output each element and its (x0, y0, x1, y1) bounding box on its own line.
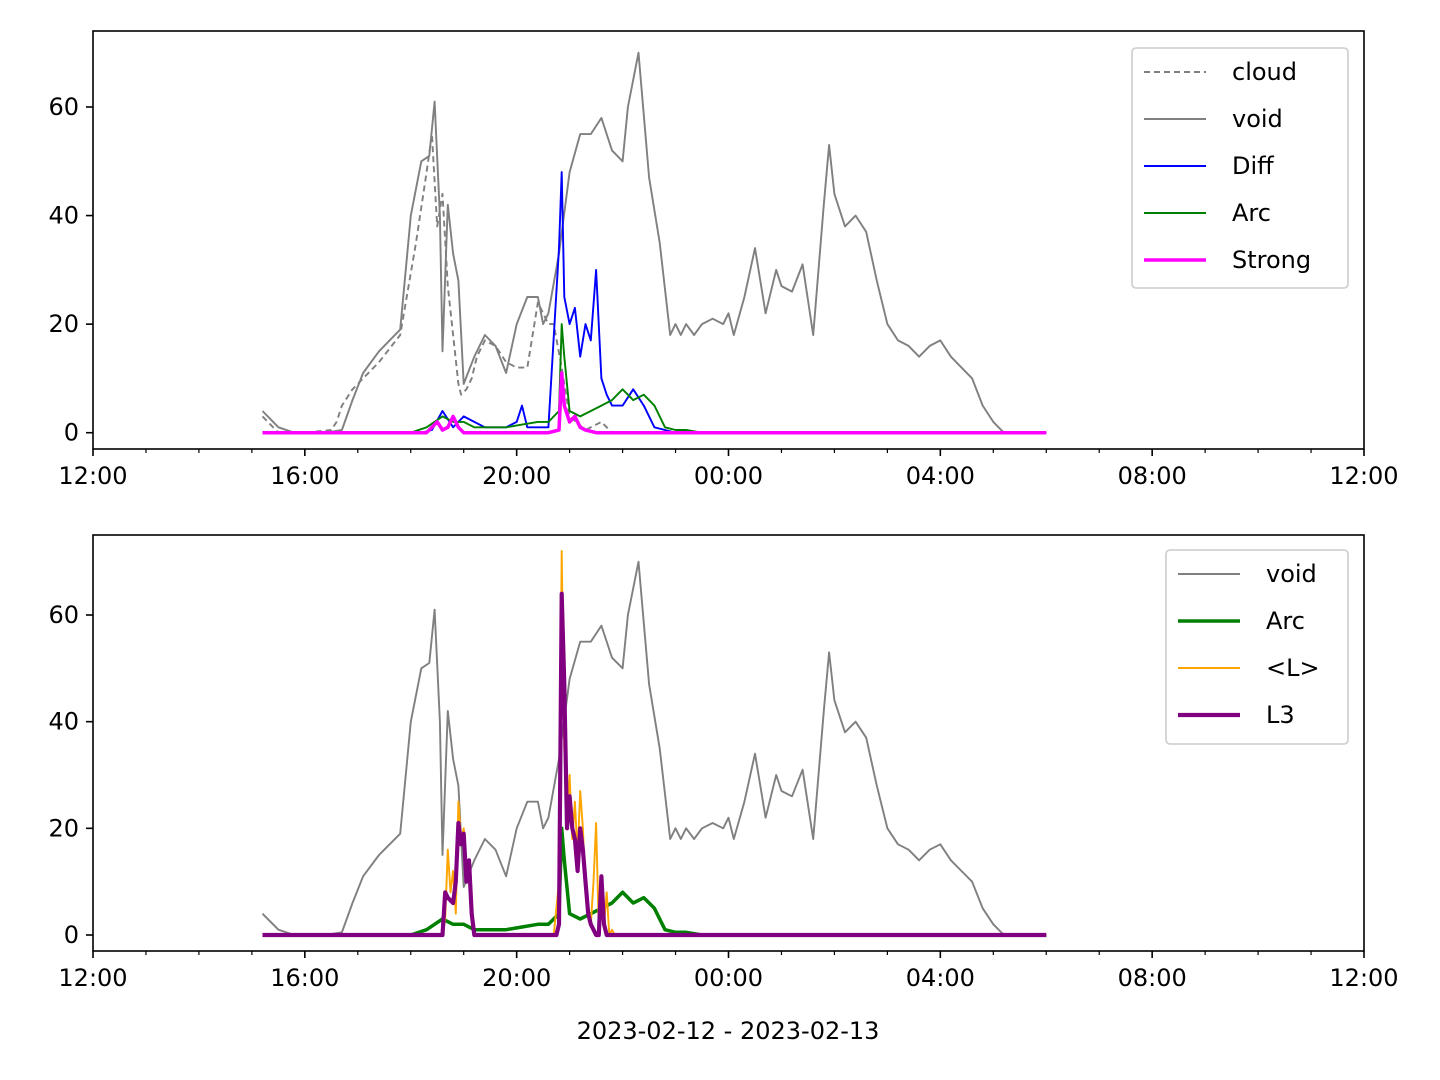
top-panel: 12:00 16:00 20:00 00:00 04:00 08:00 12:00 0 20 40… (48, 30, 1399, 490)
x-tick-label: 12:00 (58, 462, 127, 490)
series-line-strong (262, 371, 1047, 435)
x-tick-label: 16:00 (270, 964, 339, 992)
x-tick-label: 08:00 (1118, 462, 1187, 490)
legend-label: Arc (1266, 607, 1305, 635)
series-line-arc (262, 826, 1047, 937)
y-tick-label: 20 (48, 814, 79, 842)
x-tick-label: 08:00 (1118, 964, 1187, 992)
x-tick-label: 12:00 (1329, 462, 1398, 490)
legend-label: cloud (1232, 58, 1297, 86)
y-tick-label: 40 (48, 202, 79, 230)
y-tick-label: 20 (48, 310, 79, 338)
y-tick-label: 0 (64, 419, 79, 447)
legend-label: <L> (1266, 654, 1320, 682)
y-tick-label: 40 (48, 708, 79, 736)
y-tick-label: 60 (48, 601, 79, 629)
series-line-void (261, 560, 1047, 936)
x-tick-label: 04:00 (906, 462, 975, 490)
legend-label: void (1266, 560, 1317, 588)
x-axis-label: 2023-02-12 - 2023-02-13 (577, 1017, 880, 1045)
y-tick-label: 0 (64, 921, 79, 949)
legend-label: Strong (1232, 246, 1311, 274)
x-tick-label: 20:00 (482, 964, 551, 992)
legend-box (1131, 47, 1349, 289)
x-tick-label: 04:00 (906, 964, 975, 992)
y-tick-label: 60 (48, 93, 79, 121)
series-group (261, 51, 1047, 435)
series-line-l3 (262, 591, 1047, 938)
x-tick-label: 12:00 (58, 964, 127, 992)
x-tick-label: 12:00 (1329, 964, 1398, 992)
legend-label: void (1232, 105, 1283, 133)
series-group (261, 550, 1047, 938)
legend-label: Diff (1232, 152, 1274, 180)
series-line-void (261, 51, 1047, 434)
x-tick-label: 20:00 (482, 462, 551, 490)
legend: cloud void Diff Arc Strong (1131, 47, 1349, 289)
x-tick-label: 00:00 (694, 462, 763, 490)
legend-box (1165, 549, 1349, 745)
legend-label: Arc (1232, 199, 1271, 227)
bottom-panel: 12:00 16:00 20:00 00:00 04:00 08:00 12:00 0 20 40… (48, 534, 1399, 992)
x-tick-label: 16:00 (270, 462, 339, 490)
legend: void Arc <L> L3 (1165, 549, 1349, 745)
x-tick-label: 00:00 (694, 964, 763, 992)
series-line-arc (262, 323, 1047, 434)
legend-label: L3 (1266, 701, 1295, 729)
